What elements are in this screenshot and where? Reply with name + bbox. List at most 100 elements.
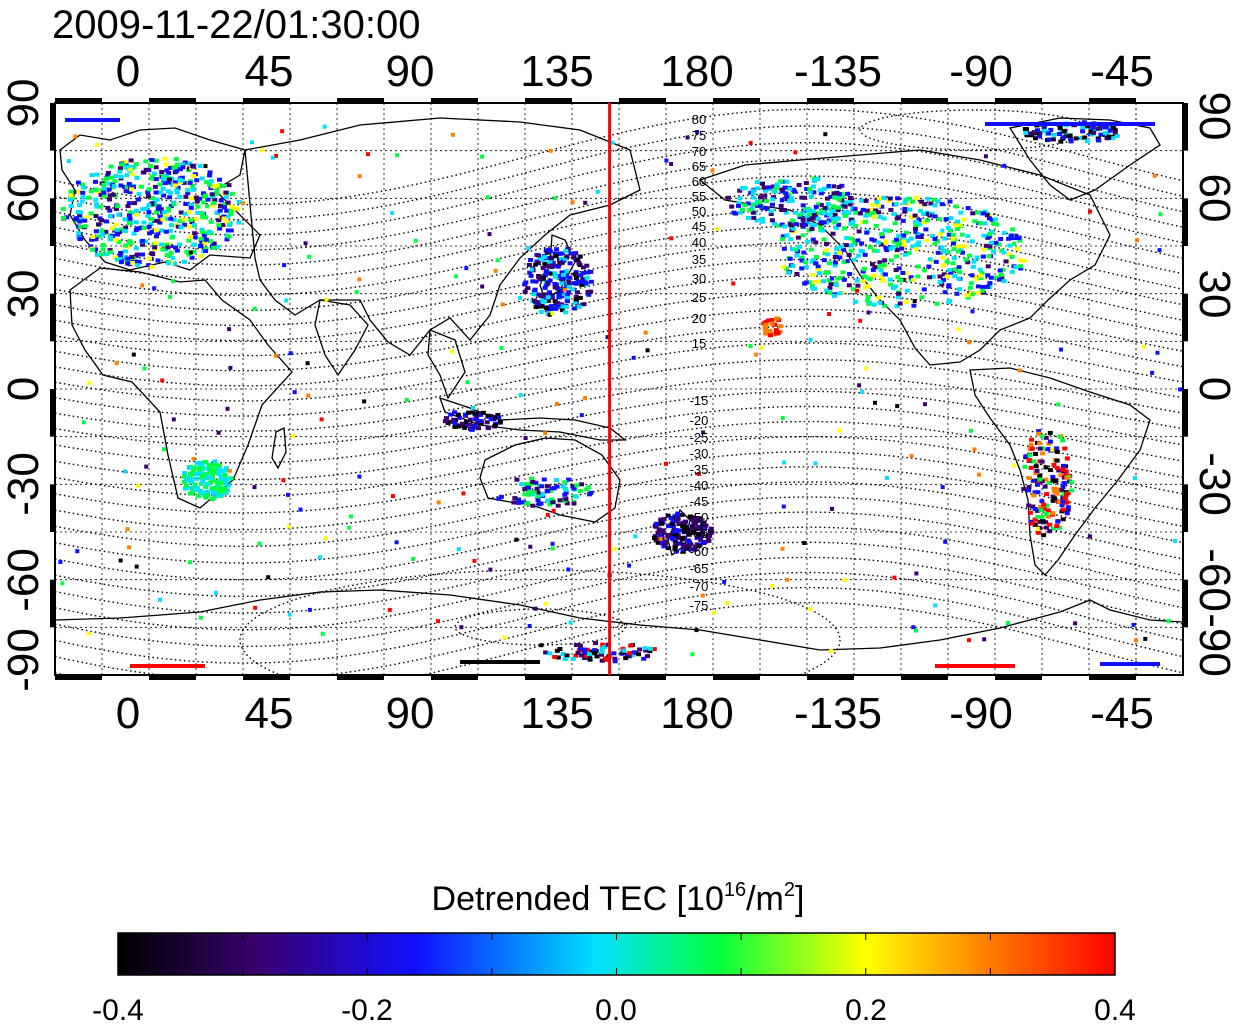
tec-point [182, 471, 188, 475]
tec-point [126, 201, 132, 206]
tec-point [954, 244, 960, 249]
tec-point [832, 255, 838, 259]
tec-point [585, 290, 591, 295]
tec-point [871, 302, 877, 307]
tec-point [235, 206, 240, 211]
tec-point [472, 423, 477, 428]
contour-label: -55 [690, 526, 709, 541]
tec-point [536, 253, 541, 258]
tec-point [478, 412, 484, 417]
tec-point [203, 484, 209, 489]
tec-point [485, 413, 491, 418]
tec-point [1037, 130, 1043, 135]
tec-point [888, 282, 894, 287]
contour-label: 35 [692, 252, 706, 267]
right-latitude-labels: 90 60 30 0 -30 -60 -90 [1190, 92, 1239, 677]
tec-point [119, 257, 125, 262]
tec-point [226, 183, 232, 188]
contour-line [55, 511, 1183, 597]
tec-point [1178, 387, 1183, 392]
tec-point [488, 417, 494, 422]
tec-point [1023, 454, 1029, 459]
tec-point [187, 224, 192, 229]
tec-point [811, 212, 817, 217]
tec-point [1041, 128, 1047, 133]
tec-point [465, 380, 470, 385]
tec-point [100, 247, 106, 252]
tec-point [138, 184, 144, 189]
tec-point [165, 245, 171, 250]
tec-point [862, 274, 868, 279]
tec-point [557, 647, 563, 651]
tec-point [107, 208, 113, 213]
tec-point [637, 647, 643, 652]
tec-point [140, 238, 146, 243]
tec-point [642, 646, 648, 651]
tec-point [535, 498, 541, 503]
tec-point [830, 216, 836, 221]
tec-point [1001, 279, 1007, 284]
tec-point [829, 648, 834, 653]
tec-point [821, 220, 827, 225]
tec-point [925, 196, 931, 201]
tec-point [149, 202, 155, 207]
tec-point [824, 213, 830, 218]
tec-point [1131, 622, 1136, 627]
tec-point [357, 277, 362, 282]
tec-point [99, 218, 105, 223]
tec-point [202, 459, 208, 464]
tec-point [980, 211, 986, 216]
tec-point [1002, 163, 1007, 168]
tec-point [963, 257, 969, 262]
tec-point [152, 245, 158, 250]
tec-point [865, 284, 871, 289]
tec-point [760, 181, 765, 186]
tec-point [123, 249, 128, 254]
tec-point [1054, 491, 1060, 496]
frame-segment [431, 675, 478, 680]
tec-point [391, 494, 395, 499]
tec-point [1036, 480, 1042, 485]
tec-point [181, 474, 187, 479]
tec-point [142, 366, 147, 371]
tec-point [1053, 479, 1059, 484]
tec-point [102, 179, 108, 184]
tec-point [210, 203, 216, 208]
tec-point [89, 237, 95, 242]
tec-point [211, 245, 217, 250]
tec-point [211, 490, 216, 495]
tec-point [986, 216, 992, 221]
tec-point [883, 246, 889, 251]
tec-point [682, 525, 688, 530]
tec-point [946, 232, 952, 237]
tec-point [556, 251, 562, 256]
tec-point [892, 575, 897, 580]
tec-point [198, 615, 203, 620]
tec-point [547, 260, 553, 265]
tec-point [989, 240, 995, 245]
tec-point [955, 249, 961, 254]
tec-point [643, 648, 649, 653]
tec-point [553, 306, 559, 311]
tec-point [847, 272, 853, 276]
tec-point [797, 212, 802, 217]
tec-point [657, 534, 663, 539]
tec-point [305, 361, 310, 366]
tec-point [587, 655, 593, 660]
tec-point [101, 194, 107, 199]
tec-point [1062, 446, 1068, 451]
tec-point [322, 124, 327, 129]
tec-point [60, 206, 66, 211]
tec-point [287, 612, 292, 617]
tec-point [201, 191, 206, 196]
tec-point [810, 286, 816, 291]
tec-point [685, 538, 691, 543]
tec-point [104, 176, 110, 181]
tec-point [531, 490, 537, 495]
tec-point [198, 254, 204, 258]
tec-point [1054, 449, 1060, 454]
tec-point [1106, 134, 1112, 139]
tec-point [118, 166, 123, 171]
tec-point [565, 290, 571, 295]
tec-point [136, 191, 142, 196]
